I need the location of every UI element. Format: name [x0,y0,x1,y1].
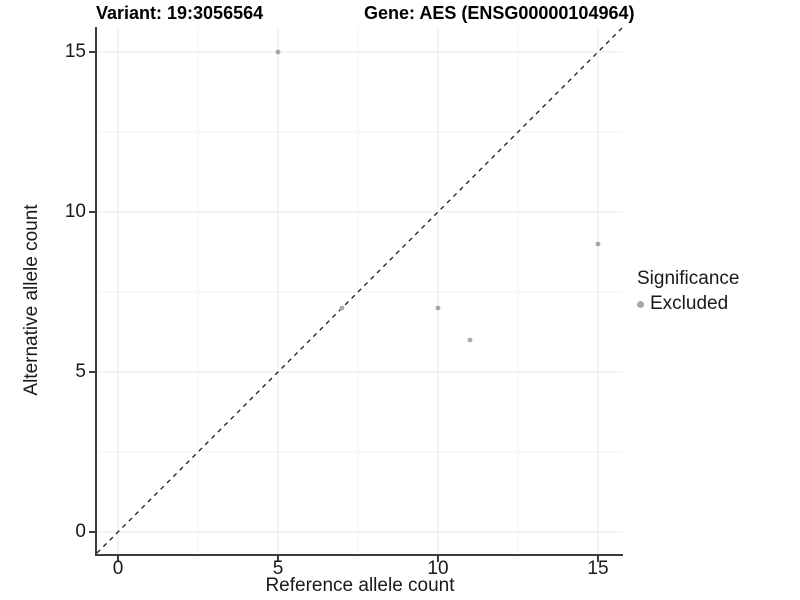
y-tick-label: 5 [75,360,86,382]
legend-title: Significance [637,268,740,289]
x-tick-label: 5 [272,558,284,579]
plot-title-variant: Variant: 19:3056564 [96,3,264,23]
x-axis-title: Reference allele count [265,575,455,596]
data-point [595,241,601,247]
plot-title-gene: Gene: AES (ENSG00000104964) [364,3,635,23]
y-tick-label: 10 [64,200,86,222]
legend-item-label: Excluded [650,293,729,314]
y-axis-tick [89,210,96,213]
x-axis-tick [597,556,599,562]
identity-reference-line [97,27,623,554]
data-point [467,337,473,343]
x-tick-label: 0 [112,558,124,579]
x-axis-tick [437,556,439,562]
legend-point-icon [637,300,644,308]
y-tick-label: 15 [64,40,86,62]
legend-item-excluded: Excluded [637,293,739,315]
data-point [339,305,345,311]
data-point [435,305,441,311]
y-axis-title: Alternative allele count [21,204,42,396]
x-tick-label: 10 [427,558,449,579]
plot-area [97,27,623,554]
y-axis-tick [89,50,96,53]
legend: Significance Excluded [637,267,739,315]
x-axis-tick [116,556,119,562]
data-point [275,49,281,55]
y-axis-tick [89,370,96,373]
y-axis-tick [89,530,96,533]
plot-panel [95,27,623,556]
x-axis-tick [276,556,279,562]
x-tick-label: 15 [587,558,609,579]
y-tick-label: 0 [75,520,86,542]
